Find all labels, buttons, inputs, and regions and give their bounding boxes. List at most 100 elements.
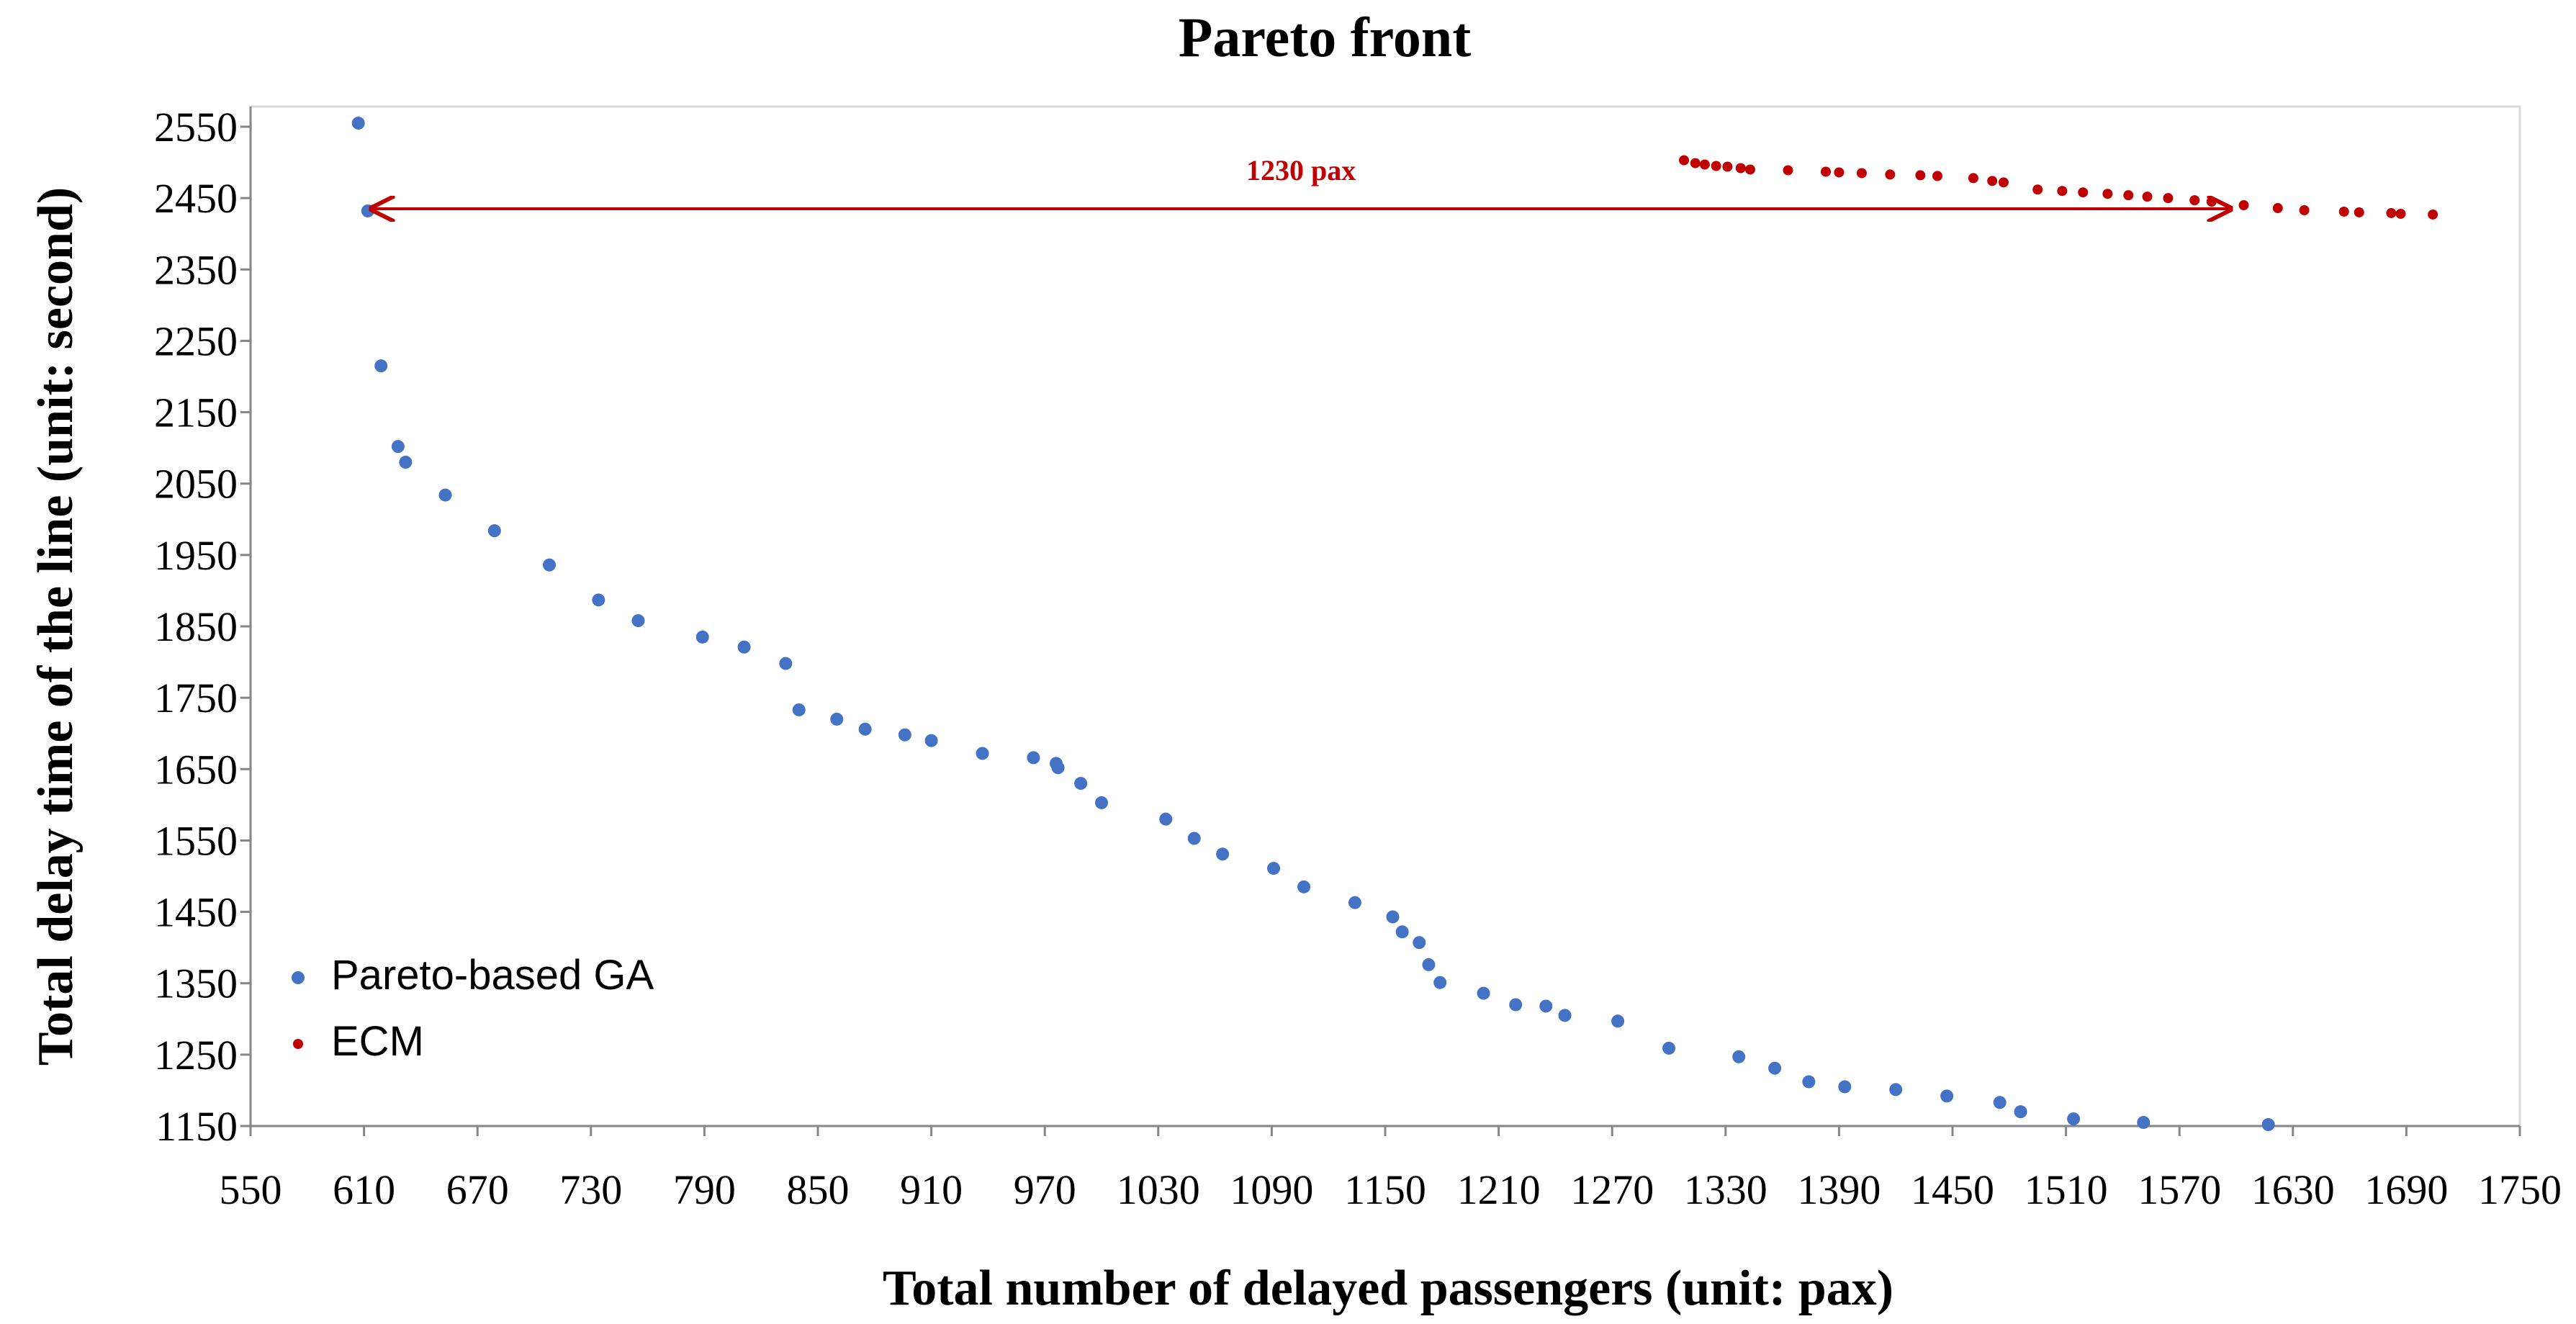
y-tick-label: 1450	[154, 889, 238, 936]
legend-label: Pareto-based GA	[331, 952, 654, 999]
data-point	[1433, 976, 1447, 989]
data-point	[1413, 936, 1426, 950]
data-point	[695, 630, 709, 644]
data-point	[1159, 812, 1173, 826]
data-point	[361, 204, 374, 217]
y-tick-label: 2050	[154, 461, 238, 508]
data-point	[487, 524, 501, 538]
x-tick-label: 1090	[1230, 1166, 1313, 1213]
y-tick-label: 2150	[154, 389, 238, 436]
legend-marker	[292, 971, 305, 984]
data-point	[1611, 1014, 1625, 1028]
data-point	[2078, 187, 2089, 198]
data-point	[1509, 998, 1523, 1012]
x-tick-label: 730	[559, 1166, 622, 1213]
data-point	[2272, 203, 2283, 214]
y-tick-label: 1250	[154, 1032, 238, 1078]
x-axis-label: Total number of delayed passengers (unit…	[883, 1261, 1893, 1316]
data-point	[1838, 1080, 1852, 1094]
data-point	[2067, 1112, 2081, 1126]
legend-marker	[293, 1039, 303, 1049]
y-tick-label: 2550	[154, 104, 238, 150]
data-point	[1993, 1096, 2007, 1109]
data-point	[1856, 168, 1867, 179]
data-point	[1074, 777, 1088, 791]
x-tick-label: 610	[333, 1166, 395, 1213]
y-tick-labels: 1150 1250 1350 1450 1550 1650 1750 1850 1950 2050…	[154, 104, 251, 1150]
data-point	[391, 440, 405, 454]
data-point	[1722, 161, 1733, 172]
data-point	[2428, 209, 2438, 220]
y-tick-label: 2250	[154, 318, 238, 364]
annotation-label: 1230 pax	[1246, 154, 1356, 186]
data-point	[2206, 197, 2217, 207]
data-point	[1711, 161, 1721, 171]
chart-title: Pareto front	[1179, 6, 1472, 68]
x-tick-label: 1750	[2478, 1166, 2562, 1213]
x-tick-label: 1510	[2025, 1166, 2108, 1213]
x-tick-label: 1390	[1797, 1166, 1881, 1213]
x-tick-label: 970	[1014, 1166, 1076, 1213]
y-tick-label: 1750	[154, 675, 238, 721]
data-point	[1422, 958, 1436, 971]
data-point	[1027, 751, 1040, 765]
data-point	[1987, 176, 1998, 186]
series-ecm	[1679, 155, 2438, 220]
data-point	[924, 734, 938, 747]
x-tick-label: 1450	[1911, 1166, 1994, 1213]
data-point	[1968, 173, 1978, 184]
x-tick-label: 850	[787, 1166, 850, 1213]
data-point	[1216, 847, 1230, 861]
data-point	[2261, 1118, 2275, 1132]
data-point	[438, 488, 452, 502]
data-point	[1348, 896, 1361, 909]
data-point	[1558, 1009, 1572, 1022]
data-point	[2395, 208, 2406, 219]
y-tick-label: 1950	[154, 532, 238, 579]
data-point	[779, 657, 793, 670]
data-point	[2102, 189, 2113, 199]
y-tick-label: 2450	[154, 175, 238, 222]
legend: Pareto-based GA ECM	[292, 952, 654, 1065]
data-point	[2354, 207, 2364, 217]
data-point	[2123, 190, 2134, 201]
data-point	[1679, 155, 1690, 166]
data-point	[1821, 166, 1832, 177]
data-point	[1885, 169, 1896, 180]
data-point	[1699, 159, 1710, 170]
data-point	[1735, 163, 1746, 174]
x-tick-label: 1570	[2138, 1166, 2221, 1213]
data-point	[2137, 1116, 2151, 1130]
data-point	[1539, 999, 1553, 1013]
data-point	[1477, 986, 1490, 1000]
data-point	[2238, 200, 2249, 211]
data-point	[1932, 171, 1942, 181]
data-point	[1915, 170, 1926, 181]
x-tick-label: 1030	[1117, 1166, 1200, 1213]
data-point	[1998, 177, 2009, 188]
data-point	[1662, 1041, 1675, 1055]
x-tick-label: 1210	[1457, 1166, 1541, 1213]
data-point	[351, 117, 365, 130]
y-tick-label: 1150	[156, 1103, 238, 1150]
data-point	[976, 747, 989, 760]
data-point	[543, 558, 557, 572]
data-point	[631, 614, 645, 628]
data-point	[1267, 862, 1281, 875]
data-point	[2032, 184, 2043, 195]
x-tick-labels: 550 610 670 730 790 850 910 970 1030 1090 1150 1210…	[220, 1126, 2562, 1213]
data-point	[1297, 880, 1311, 893]
data-point	[1834, 167, 1845, 178]
data-point	[1940, 1089, 1954, 1103]
data-point	[1386, 910, 1400, 924]
data-point	[2299, 204, 2310, 215]
data-point	[399, 455, 413, 469]
data-point	[2386, 207, 2397, 218]
data-point	[1802, 1075, 1816, 1089]
x-tick-label: 1270	[1570, 1166, 1654, 1213]
y-tick-label: 1650	[154, 746, 238, 793]
data-point	[592, 593, 605, 607]
data-point	[374, 359, 388, 373]
x-tick-label: 550	[220, 1166, 282, 1213]
